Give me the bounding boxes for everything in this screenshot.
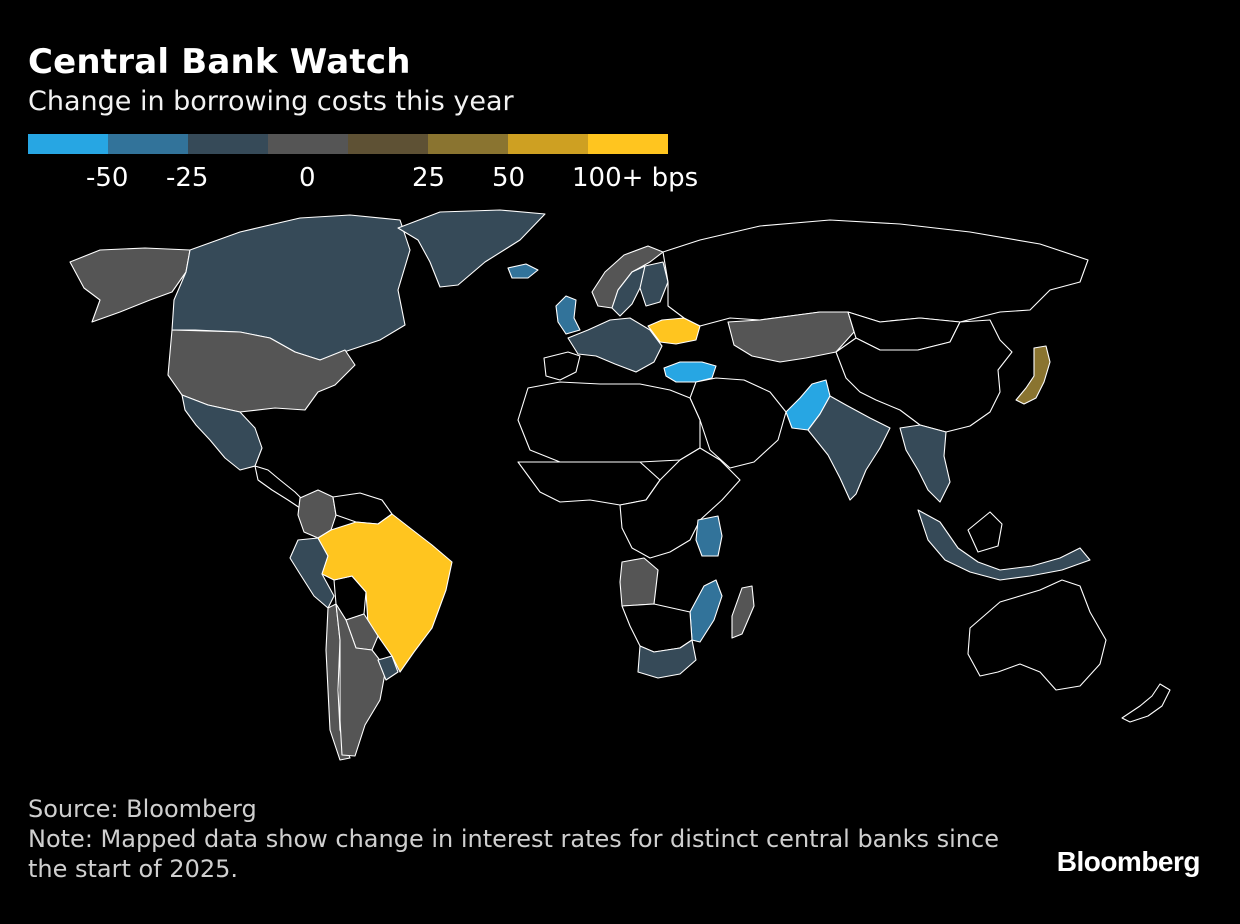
region-central-africa <box>619 447 741 559</box>
region-southeast-asia <box>899 424 951 503</box>
region-kenya <box>695 515 723 557</box>
legend-label-minus-25: -25 <box>166 163 209 193</box>
region-mexico <box>181 394 263 471</box>
legend-label-50: 50 <box>492 163 526 193</box>
region-ukraine <box>647 317 701 345</box>
region-mozambique <box>689 579 723 643</box>
legend-label-zero: 0 <box>299 163 316 193</box>
region-southern-africa <box>621 603 693 653</box>
region-iceland <box>507 263 539 279</box>
region-south-africa <box>637 639 697 679</box>
legend-swatch-8 <box>588 134 668 154</box>
region-western-europe <box>567 317 663 373</box>
source-text: Source: Bloomberg <box>28 795 257 823</box>
region-china <box>835 319 1013 433</box>
legend-swatch-5 <box>348 134 428 154</box>
region-japan <box>1015 345 1051 405</box>
note-text: Note: Mapped data show change in interes… <box>28 825 999 883</box>
chart-subtitle: Change in borrowing costs this year <box>28 86 514 117</box>
legend-swatch-7 <box>508 134 588 154</box>
region-north-africa <box>517 381 701 463</box>
region-uruguay <box>377 655 399 681</box>
legend-swatch-1 <box>28 134 108 154</box>
world-map <box>69 209 1171 761</box>
chart-title: Central Bank Watch <box>28 42 411 82</box>
legend-labels: -50 -25 0 25 50 100+ bps <box>28 162 748 196</box>
legend-label-25: 25 <box>412 163 446 193</box>
region-australia <box>967 579 1107 691</box>
region-central-america <box>254 465 306 509</box>
region-west-africa <box>517 461 661 506</box>
region-india <box>807 395 891 501</box>
region-alaska <box>69 247 191 323</box>
region-united-kingdom <box>555 295 581 335</box>
region-indonesia <box>917 509 1091 581</box>
region-finland <box>639 261 669 307</box>
region-borneo <box>967 511 1003 553</box>
region-madagascar <box>731 585 755 639</box>
legend-swatch-4 <box>268 134 348 154</box>
region-turkey <box>663 361 717 383</box>
legend-swatch-2 <box>108 134 188 154</box>
legend-swatch-3 <box>188 134 268 154</box>
color-legend-bar <box>28 134 668 154</box>
region-spain-portugal <box>543 351 581 381</box>
region-greenland <box>397 209 546 288</box>
region-argentina <box>335 603 387 757</box>
region-brazil <box>317 513 453 673</box>
region-venezuela <box>332 492 393 525</box>
legend-label-100-plus-bps: 100+ bps <box>572 163 699 193</box>
legend-swatch-6 <box>428 134 508 154</box>
region-new-zealand <box>1121 683 1171 723</box>
region-russia <box>662 219 1089 327</box>
legend-label-minus-50: -50 <box>86 163 129 193</box>
bloomberg-logo: Bloomberg <box>1056 846 1201 877</box>
region-angola <box>619 557 659 607</box>
region-kazakhstan <box>727 311 855 363</box>
